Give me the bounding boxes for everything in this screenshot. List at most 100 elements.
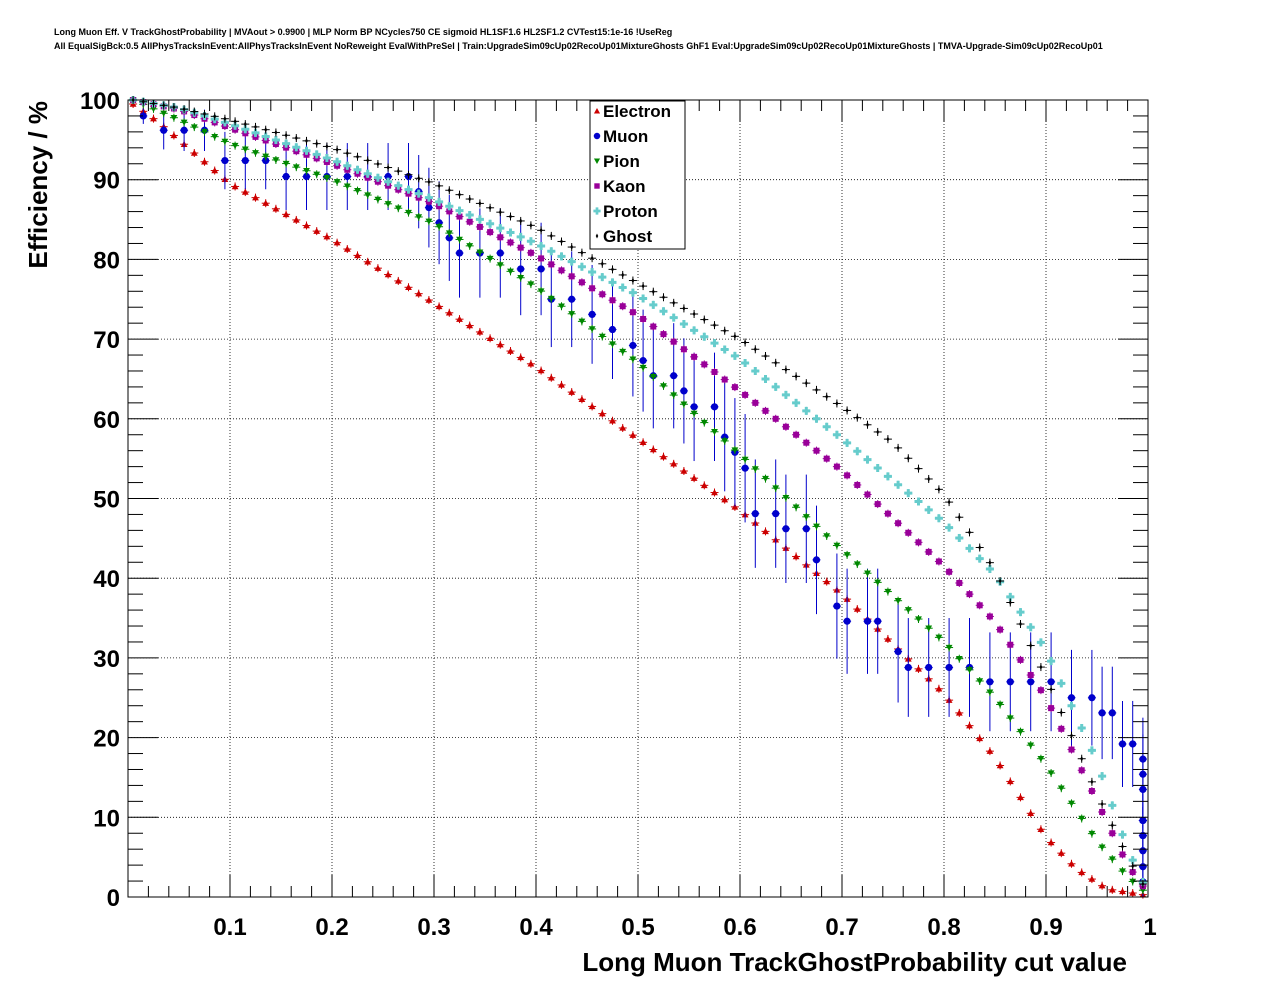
muon-point: [221, 156, 229, 165]
pion-point: [915, 616, 922, 623]
pion-point: [578, 318, 586, 325]
pion-point: [1017, 728, 1024, 736]
proton-point: [424, 193, 433, 202]
kaon-point: [558, 267, 565, 274]
proton-point: [639, 294, 648, 303]
ghost-point: [335, 146, 339, 153]
proton-point: [781, 390, 790, 399]
ghost-point: [784, 366, 788, 373]
pion-point: [150, 106, 157, 113]
proton-point: [730, 351, 739, 360]
ghost-point: [1070, 732, 1073, 739]
ghost-point: [876, 429, 880, 435]
proton-point: [955, 533, 964, 542]
pion-point: [456, 236, 463, 243]
pion-point: [1037, 756, 1045, 763]
pion-point: [1108, 856, 1116, 863]
legend-entry-ghost: Ghost: [595, 227, 652, 246]
muon-point: [455, 249, 464, 257]
electron-point: [721, 496, 729, 503]
ghost-point: [488, 204, 492, 211]
ghost-point: [345, 150, 349, 156]
pion-point: [405, 209, 412, 216]
pion-point: [700, 419, 708, 426]
muon-point: [986, 678, 994, 686]
muon-point: [741, 464, 749, 472]
electron-point: [374, 264, 382, 271]
electron-point: [456, 315, 463, 322]
muon-point: [1118, 740, 1127, 748]
ghost-point: [998, 578, 1002, 584]
pion-point: [282, 160, 290, 167]
ghost-point: [631, 277, 635, 284]
kaon-point: [956, 579, 963, 586]
muon-point: [343, 172, 351, 181]
kaon-point: [609, 297, 616, 304]
kaon-point: [895, 520, 902, 527]
kaon-point: [1109, 830, 1116, 837]
pion-point: [904, 607, 912, 614]
proton-point: [1077, 724, 1086, 733]
ghost-point: [1090, 779, 1094, 785]
muon-point: [608, 325, 617, 334]
pion-point: [537, 288, 545, 295]
electron-point: [792, 553, 800, 560]
electron-point: [629, 431, 637, 438]
pion-point: [547, 295, 555, 303]
electron-point: [303, 222, 310, 229]
ghost-point: [437, 183, 441, 189]
electron-point: [649, 446, 657, 453]
pion-point: [619, 348, 627, 356]
pion-point: [1047, 770, 1055, 777]
ghost-point: [611, 266, 614, 273]
proton-point: [679, 319, 688, 328]
pion-point: [394, 205, 402, 212]
electron-point: [578, 395, 586, 402]
legend-label-kaon: Kaon: [603, 177, 646, 196]
kaon-point: [1037, 687, 1044, 694]
proton-point: [404, 185, 413, 194]
pion-point: [221, 138, 229, 145]
y-tick-label: 100: [80, 88, 120, 115]
ghost-point: [886, 436, 890, 442]
pion-point: [588, 326, 596, 333]
ghost-point: [988, 559, 992, 566]
kaon-point: [527, 249, 534, 256]
kaon-point: [578, 279, 585, 286]
proton-point: [271, 136, 280, 145]
proton-point: [333, 157, 342, 166]
proton-point: [1087, 746, 1096, 755]
y-tick-label: 60: [93, 407, 120, 434]
muon-point: [180, 126, 188, 134]
pion-point: [180, 119, 188, 126]
proton-point: [710, 339, 719, 348]
ghost-point: [458, 191, 461, 198]
ghost-point: [447, 187, 451, 194]
kaon-point: [476, 223, 483, 230]
electron-point: [466, 322, 474, 329]
pion-point: [802, 514, 810, 521]
pion-point: [303, 168, 310, 175]
kaon-point: [813, 447, 820, 454]
ghost-point: [243, 121, 247, 127]
kaon-point: [731, 384, 738, 391]
ghost-point: [192, 108, 196, 115]
x-tick-label: 0.9: [1029, 914, 1062, 941]
electron-point: [201, 158, 208, 165]
kaon-point: [660, 331, 667, 338]
kaon-point: [507, 239, 514, 246]
pion-point: [160, 110, 168, 117]
ghost-point: [233, 118, 237, 125]
electron-point: [354, 252, 361, 259]
kaon-point: [772, 415, 779, 422]
muon-point: [945, 663, 953, 672]
pion-point: [894, 597, 902, 605]
pion-point: [435, 224, 443, 231]
pion-point: [955, 655, 963, 663]
y-tick-label: 40: [93, 566, 120, 593]
pion-point: [486, 255, 494, 263]
kaon-point: [701, 361, 708, 368]
electron-point: [853, 605, 861, 612]
proton-point: [608, 278, 617, 287]
x-tick-label: 0.2: [315, 914, 348, 941]
